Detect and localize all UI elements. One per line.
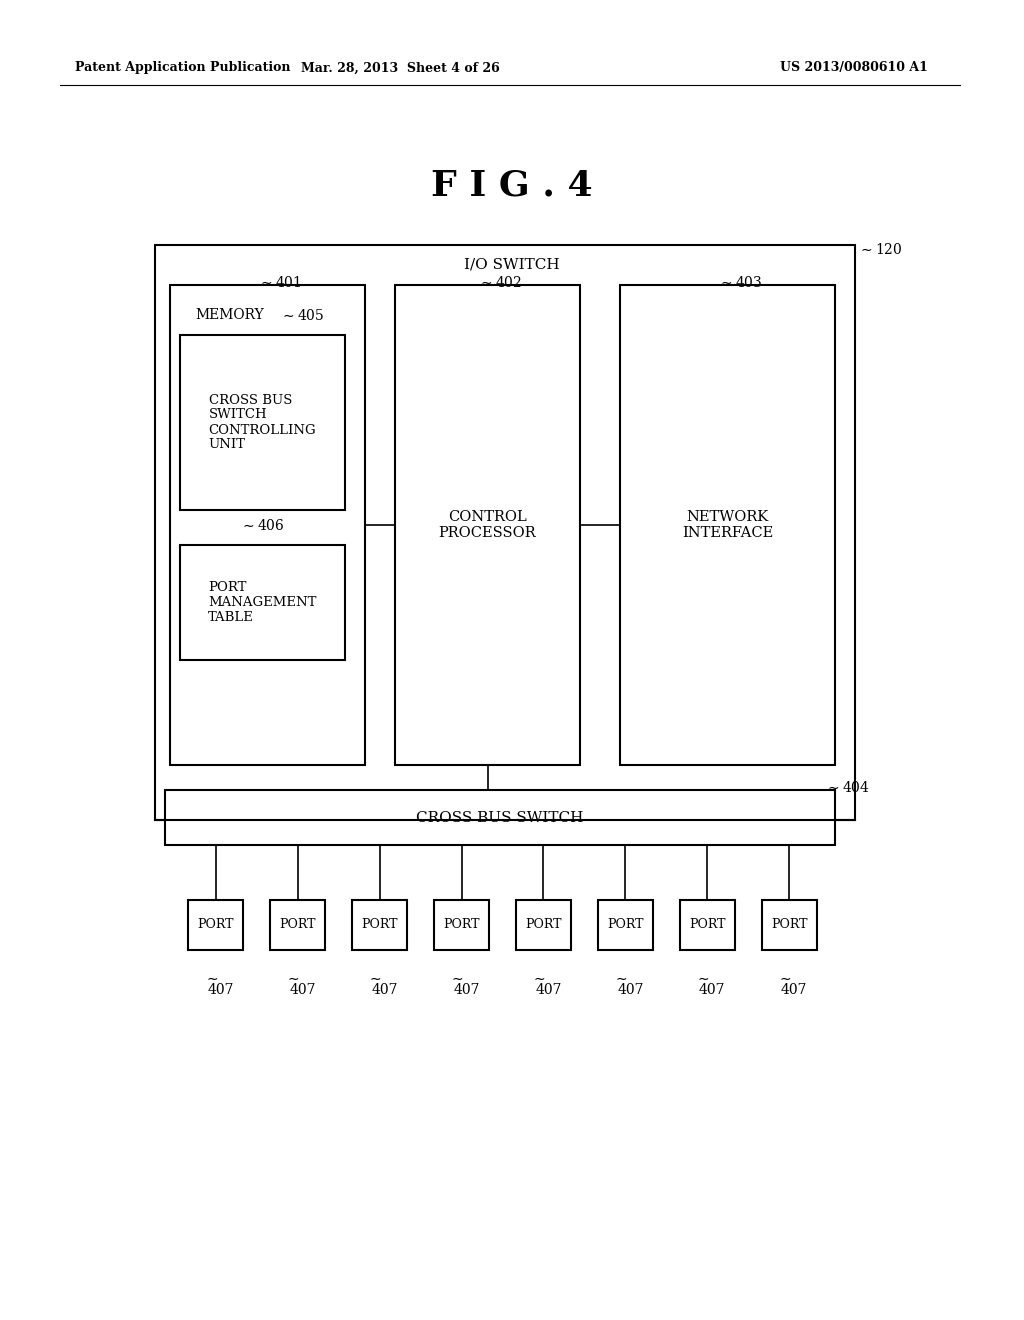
Text: 407: 407 [290, 983, 316, 997]
Text: 407: 407 [454, 983, 480, 997]
Text: PORT: PORT [280, 919, 316, 932]
Text: $\sim$: $\sim$ [776, 972, 792, 985]
FancyBboxPatch shape [598, 900, 653, 950]
FancyBboxPatch shape [180, 335, 345, 510]
Text: $\sim$: $\sim$ [450, 972, 464, 985]
FancyBboxPatch shape [762, 900, 816, 950]
Text: PORT: PORT [689, 919, 725, 932]
Text: PORT
MANAGEMENT
TABLE: PORT MANAGEMENT TABLE [208, 581, 316, 624]
Text: NETWORK
INTERFACE: NETWORK INTERFACE [682, 510, 773, 540]
Text: $\sim$120: $\sim$120 [858, 243, 902, 257]
Text: 407: 407 [372, 983, 398, 997]
Text: PORT: PORT [361, 919, 398, 932]
Text: 407: 407 [208, 983, 234, 997]
FancyBboxPatch shape [434, 900, 489, 950]
Text: $\sim$403: $\sim$403 [718, 275, 762, 290]
Text: CROSS BUS SWITCH: CROSS BUS SWITCH [417, 810, 584, 825]
FancyBboxPatch shape [165, 789, 835, 845]
Text: 407: 407 [699, 983, 725, 997]
FancyBboxPatch shape [352, 900, 408, 950]
Text: Mar. 28, 2013  Sheet 4 of 26: Mar. 28, 2013 Sheet 4 of 26 [301, 62, 500, 74]
Text: $\sim$: $\sim$ [286, 972, 300, 985]
Text: US 2013/0080610 A1: US 2013/0080610 A1 [780, 62, 928, 74]
FancyBboxPatch shape [516, 900, 571, 950]
Text: $\sim$: $\sim$ [531, 972, 546, 985]
Text: $\sim$: $\sim$ [613, 972, 628, 985]
Text: $\sim$: $\sim$ [368, 972, 382, 985]
Text: $\sim$: $\sim$ [204, 972, 218, 985]
FancyBboxPatch shape [155, 246, 855, 820]
Text: PORT: PORT [607, 919, 643, 932]
FancyBboxPatch shape [395, 285, 580, 766]
Text: $\sim$404: $\sim$404 [825, 780, 869, 795]
Text: CROSS BUS
SWITCH
CONTROLLING
UNIT: CROSS BUS SWITCH CONTROLLING UNIT [209, 393, 316, 451]
Text: MEMORY: MEMORY [196, 308, 264, 322]
Text: 407: 407 [617, 983, 643, 997]
Text: $\sim$406: $\sim$406 [240, 517, 285, 532]
FancyBboxPatch shape [180, 545, 345, 660]
Text: $\sim$405: $\sim$405 [280, 308, 325, 322]
Text: $\sim$: $\sim$ [694, 972, 710, 985]
Text: 407: 407 [781, 983, 807, 997]
FancyBboxPatch shape [270, 900, 326, 950]
Text: PORT: PORT [198, 919, 234, 932]
Text: CONTROL
PROCESSOR: CONTROL PROCESSOR [438, 510, 537, 540]
Text: Patent Application Publication: Patent Application Publication [75, 62, 291, 74]
Text: $\sim$401: $\sim$401 [258, 275, 301, 290]
FancyBboxPatch shape [620, 285, 835, 766]
Text: PORT: PORT [443, 919, 480, 932]
FancyBboxPatch shape [170, 285, 365, 766]
Text: $\sim$402: $\sim$402 [477, 275, 521, 290]
Text: 407: 407 [536, 983, 562, 997]
Text: F I G . 4: F I G . 4 [431, 168, 593, 202]
Text: PORT: PORT [771, 919, 807, 932]
FancyBboxPatch shape [188, 900, 244, 950]
Text: PORT: PORT [525, 919, 562, 932]
FancyBboxPatch shape [680, 900, 734, 950]
Text: I/O SWITCH: I/O SWITCH [464, 257, 560, 272]
